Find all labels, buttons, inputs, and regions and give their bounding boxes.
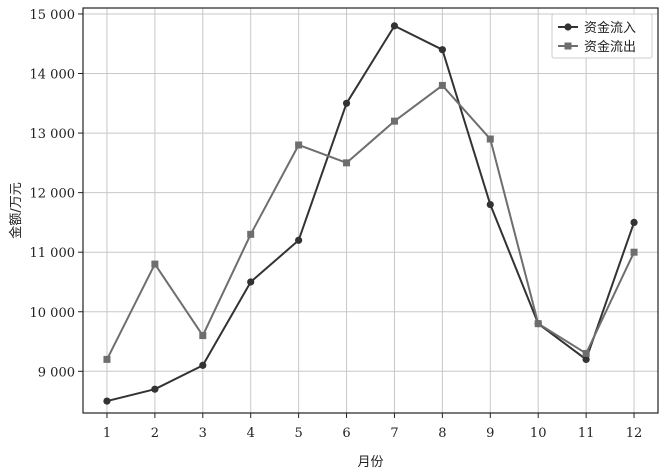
y-tick-label: 14 000 [30, 68, 76, 83]
data-point-inflow [486, 200, 494, 209]
x-tick-label: 1 [103, 426, 111, 441]
y-axis: 9 000 10 000 11 000 12 000 13 000 14 000 15 00… [30, 8, 83, 380]
series-layer [103, 22, 638, 405]
data-point-outflow [199, 332, 207, 340]
x-tick-label: 5 [294, 426, 302, 441]
data-point-outflow [390, 117, 398, 125]
x-tick-label: 9 [486, 426, 494, 441]
data-point-inflow [295, 236, 303, 244]
legend-marker-outflow [564, 42, 572, 50]
data-point-outflow [343, 159, 351, 167]
series-line-outflow [106, 84, 635, 360]
data-point-inflow [342, 99, 351, 107]
data-point-outflow [247, 230, 255, 238]
x-tick-label: 6 [342, 426, 350, 441]
data-point-inflow [390, 22, 399, 30]
x-tick-label: 4 [247, 426, 255, 441]
series-outflow [103, 81, 638, 363]
y-tick-label: 10 000 [30, 306, 76, 321]
x-tick-label: 3 [199, 426, 207, 441]
y-tick-label: 15 000 [30, 8, 76, 23]
y-tick-label: 13 000 [30, 127, 76, 142]
data-point-outflow [438, 81, 446, 89]
legend-label-inflow: 资金流入 [584, 20, 636, 36]
data-point-outflow [582, 349, 590, 357]
y-tick-label: 9 000 [38, 365, 75, 380]
data-point-outflow [534, 320, 542, 328]
legend-marker-inflow [564, 23, 572, 31]
data-point-inflow [247, 278, 255, 286]
x-tick-label: 12 [626, 426, 643, 441]
data-point-inflow [103, 397, 111, 405]
data-point-inflow [151, 385, 159, 393]
series-line-inflow [106, 24, 635, 403]
data-point-inflow [438, 46, 446, 54]
x-tick-label: 7 [390, 426, 398, 441]
data-point-inflow [199, 361, 207, 369]
data-point-outflow [486, 135, 494, 143]
y-axis-label: 金额/万元 [8, 182, 24, 238]
data-point-outflow [103, 355, 111, 363]
data-point-outflow [630, 248, 638, 256]
data-point-inflow [630, 218, 638, 227]
x-tick-label: 2 [151, 426, 159, 441]
data-point-outflow [151, 260, 159, 268]
legend-label-outflow: 资金流出 [584, 39, 636, 55]
data-point-outflow [295, 141, 303, 149]
y-tick-label: 12 000 [30, 187, 76, 202]
plot-area-frame [82, 7, 659, 414]
y-tick-label: 11 000 [30, 246, 76, 261]
data-point-inflow [582, 355, 590, 363]
x-axis-label: 月份 [357, 455, 383, 470]
x-tick-label: 8 [438, 426, 446, 441]
series-inflow [103, 22, 638, 405]
x-axis: 1 2 3 4 5 6 7 8 9 10 11 12 [103, 413, 642, 441]
grid-lines [83, 8, 658, 413]
x-tick-label: 10 [530, 426, 547, 441]
x-tick-label: 11 [578, 426, 595, 441]
